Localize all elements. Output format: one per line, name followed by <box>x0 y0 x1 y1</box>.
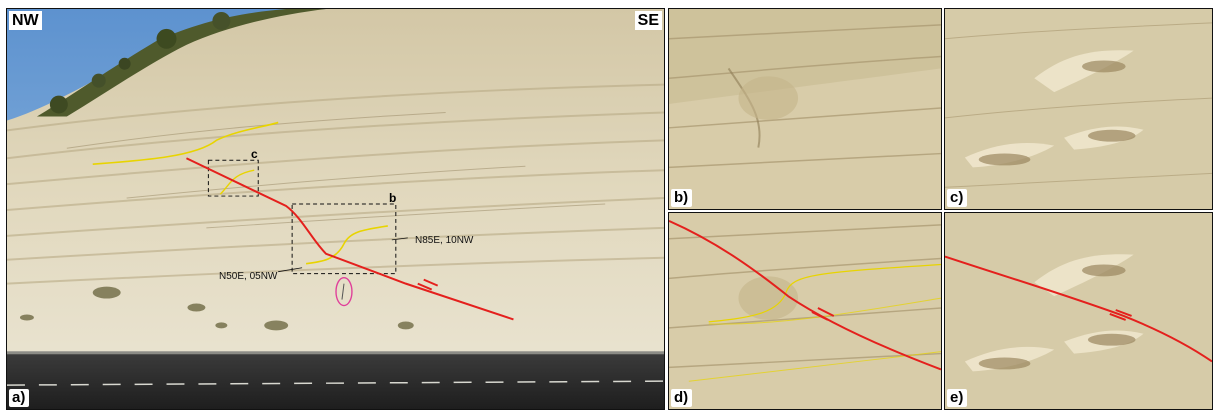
yellow-bed-trace <box>688 351 941 382</box>
yellow-bed-trace <box>708 263 941 323</box>
panel-c-letter: c) <box>947 189 968 207</box>
panel-b-closeup: b) <box>668 8 942 210</box>
panel-c-closeup: c) <box>944 8 1213 210</box>
measurement-lower: N50E, 05NW <box>219 271 278 282</box>
panel-a-overview: NW SE c b N85E, 10NW N50E, 05NW a) <box>6 8 665 410</box>
inset-c-label: c <box>251 147 258 161</box>
north-west-label: NW <box>9 11 42 30</box>
fault-trace <box>186 157 514 321</box>
yellow-bed-trace <box>92 121 279 166</box>
outcrop-photo-d <box>669 213 941 409</box>
panel-b-letter: b) <box>671 189 693 207</box>
inset-box-b <box>291 203 397 275</box>
outcrop-photo-c <box>945 9 1212 209</box>
pink-ellipse-marker <box>335 276 353 307</box>
panel-d-letter: d) <box>671 389 693 407</box>
panel-a-letter: a) <box>9 389 30 407</box>
outcrop-photo-e <box>945 213 1212 409</box>
panel-d-annotated: d) <box>668 212 942 410</box>
yellow-bed-trace <box>305 225 388 265</box>
outcrop-photo-a <box>7 9 664 409</box>
fault-trace <box>945 255 1212 363</box>
fault-trace <box>669 220 941 371</box>
measurement-upper: N85E, 10NW <box>415 235 474 246</box>
south-east-label: SE <box>634 11 662 30</box>
outcrop-photo-b <box>669 9 941 209</box>
panel-e-letter: e) <box>947 389 968 407</box>
inset-b-label: b <box>389 191 397 205</box>
inset-box-c <box>207 159 259 197</box>
yellow-bed-trace <box>708 297 941 325</box>
panel-e-annotated: e) <box>944 212 1213 410</box>
